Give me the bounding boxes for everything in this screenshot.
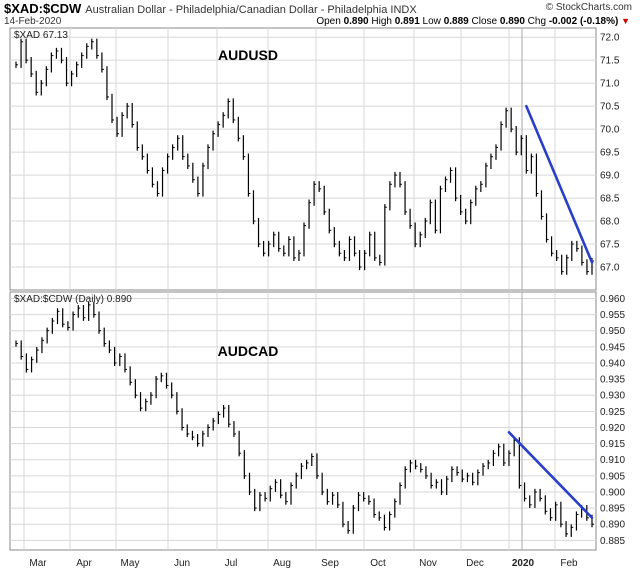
panel-title: AUDUSD [218,47,278,63]
y-tick-label: 0.960 [600,294,625,305]
y-tick-label: 0.900 [600,487,625,498]
high-value: 0.891 [394,16,420,27]
ohlc-readout: Open 0.890 High 0.891 Low 0.889 Close 0.… [316,16,630,27]
x-tick-label: Jun [174,558,190,569]
x-tick-label: Dec [466,558,484,569]
symbol-description: Australian Dollar - Philadelphia/Canadia… [85,4,417,16]
y-tick-label: 0.950 [600,326,625,337]
chg-label: Chg [527,16,547,27]
y-tick-label: 71.0 [600,79,620,90]
y-tick-label: 0.915 [600,439,625,450]
close-label: Close [471,16,498,27]
high-label: High [371,16,392,27]
y-tick-label: 0.885 [600,536,625,547]
y-tick-label: 0.895 [600,504,625,515]
x-tick-label: Mar [29,558,47,569]
panel-label: $XAD:$CDW (Daily) 0.890 [14,294,132,305]
y-tick-label: 0.945 [600,342,625,353]
x-tick-label: Nov [419,558,437,569]
y-tick-label: 0.910 [600,455,625,466]
trendline [507,430,594,520]
x-tick-label: Sep [321,558,339,569]
y-tick-label: 0.935 [600,375,625,386]
trendline [525,104,594,264]
y-tick-label: 0.930 [600,391,625,402]
panel-frame-1 [9,27,597,291]
symbol-text: $XAD:$CDW [4,1,82,16]
y-tick-label: 69.5 [600,148,620,159]
open-value: 0.890 [343,16,369,27]
chart-date: 14-Feb-2020 [4,16,62,27]
y-tick-label: 68.5 [600,194,620,205]
chg-value: -0.002 (-0.18%) [548,16,619,27]
x-tick-label: Apr [76,558,92,569]
x-tick-label: Feb [560,558,578,569]
y-tick-label: 72.0 [600,33,620,44]
y-tick-label: 0.940 [600,358,625,369]
y-tick-label: 0.955 [600,310,625,321]
x-tick-label: May [121,558,140,569]
panel-label: $XAD 67.13 [14,30,68,41]
y-tick-label: 71.5 [600,56,620,67]
close-value: 0.890 [499,16,525,27]
x-tick-label: Oct [370,558,386,569]
y-tick-label: 67.0 [600,263,620,274]
y-tick-label: 0.905 [600,471,625,482]
y-tick-label: 68.0 [600,217,620,228]
x-tick-label: 2020 [512,558,535,569]
down-arrow-icon: ▼ [621,16,630,26]
y-tick-label: 70.5 [600,102,620,113]
brand-link[interactable]: © StockCharts.com [545,2,632,13]
panel-title: AUDCAD [218,343,279,359]
panel-frame-2 [9,291,597,551]
y-tick-label: 0.925 [600,407,625,418]
open-label: Open [316,16,341,27]
x-tick-label: Aug [273,558,291,569]
low-label: Low [422,16,441,27]
y-tick-label: 67.5 [600,240,620,251]
y-tick-label: 0.890 [600,520,625,531]
low-value: 0.889 [443,16,469,27]
chart-symbol: $XAD:$CDW Australian Dollar - Philadelphi… [4,1,417,16]
y-tick-label: 69.0 [600,171,620,182]
y-tick-label: 70.0 [600,125,620,136]
x-tick-label: Jul [225,558,238,569]
y-tick-label: 0.920 [600,423,625,434]
